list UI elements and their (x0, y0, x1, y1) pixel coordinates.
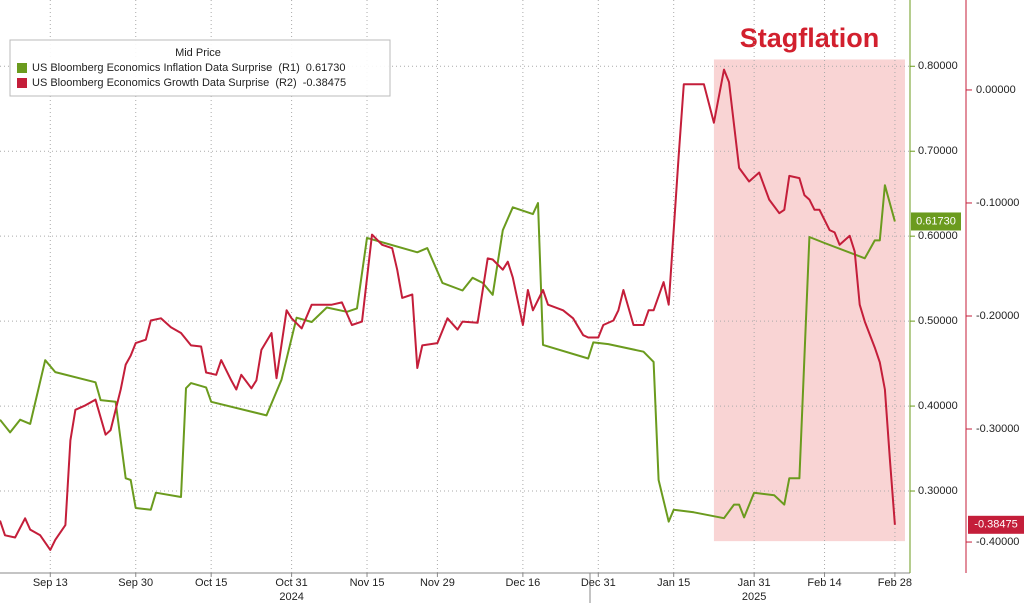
last-value-badge (911, 212, 961, 231)
y-tick-label: 0.60000 (918, 230, 958, 242)
shaded-region (713, 59, 905, 542)
y2-tick-label: -0.10000 (976, 197, 1019, 209)
legend-value: -0.38475 (303, 77, 346, 89)
x-tick-label: Jan 31 (738, 577, 771, 589)
series-line (0, 184, 896, 523)
legend-swatch (17, 63, 27, 73)
x-tick-label: Nov 29 (420, 577, 455, 589)
y2-tick-label: -0.40000 (976, 536, 1019, 548)
x-tick-label: Sep 30 (118, 577, 153, 589)
legend-value: 0.61730 (306, 62, 346, 74)
x-tick-label: Dec 31 (581, 577, 616, 589)
legend-title: Mid Price (175, 47, 221, 59)
x-tick-label: Sep 13 (33, 577, 68, 589)
legend: Mid Price US Bloomberg Economics Inflatio… (9, 39, 391, 97)
y2-tick-label: 0.00000 (976, 84, 1016, 96)
y2-tick-label: -0.30000 (976, 423, 1019, 435)
year-label: 2024 (279, 591, 303, 603)
x-tick-label: Nov 15 (350, 577, 385, 589)
x-tick-label: Dec 16 (505, 577, 540, 589)
last-value-badge (968, 515, 1024, 534)
series-line (0, 68, 896, 551)
legend-label: US Bloomberg Economics Inflation Data Su… (32, 62, 300, 74)
y-tick-label: 0.40000 (918, 400, 958, 412)
y-tick-label: 0.50000 (918, 315, 958, 327)
series-lines (0, 68, 896, 551)
y2-tick-label: -0.20000 (976, 310, 1019, 322)
x-tick-label: Jan 15 (657, 577, 690, 589)
plot-background: Stagflation (713, 23, 905, 542)
legend-label: US Bloomberg Economics Growth Data Surpr… (32, 77, 297, 89)
x-tick-label: Feb 28 (878, 577, 912, 589)
y-tick-label: 0.30000 (918, 485, 958, 497)
x-tick-label: Feb 14 (807, 577, 841, 589)
annotation: Stagflation (740, 23, 880, 53)
x-tick-label: Oct 15 (195, 577, 227, 589)
legend-swatch (17, 78, 27, 88)
last-value-label: 0.61730 (916, 215, 956, 227)
y-tick-label: 0.80000 (918, 60, 958, 72)
year-label: 2025 (742, 591, 766, 603)
y-tick-label: 0.70000 (918, 145, 958, 157)
legend-box (9, 39, 391, 97)
last-value-label: -0.38475 (974, 519, 1017, 531)
x-tick-label: Oct 31 (275, 577, 307, 589)
